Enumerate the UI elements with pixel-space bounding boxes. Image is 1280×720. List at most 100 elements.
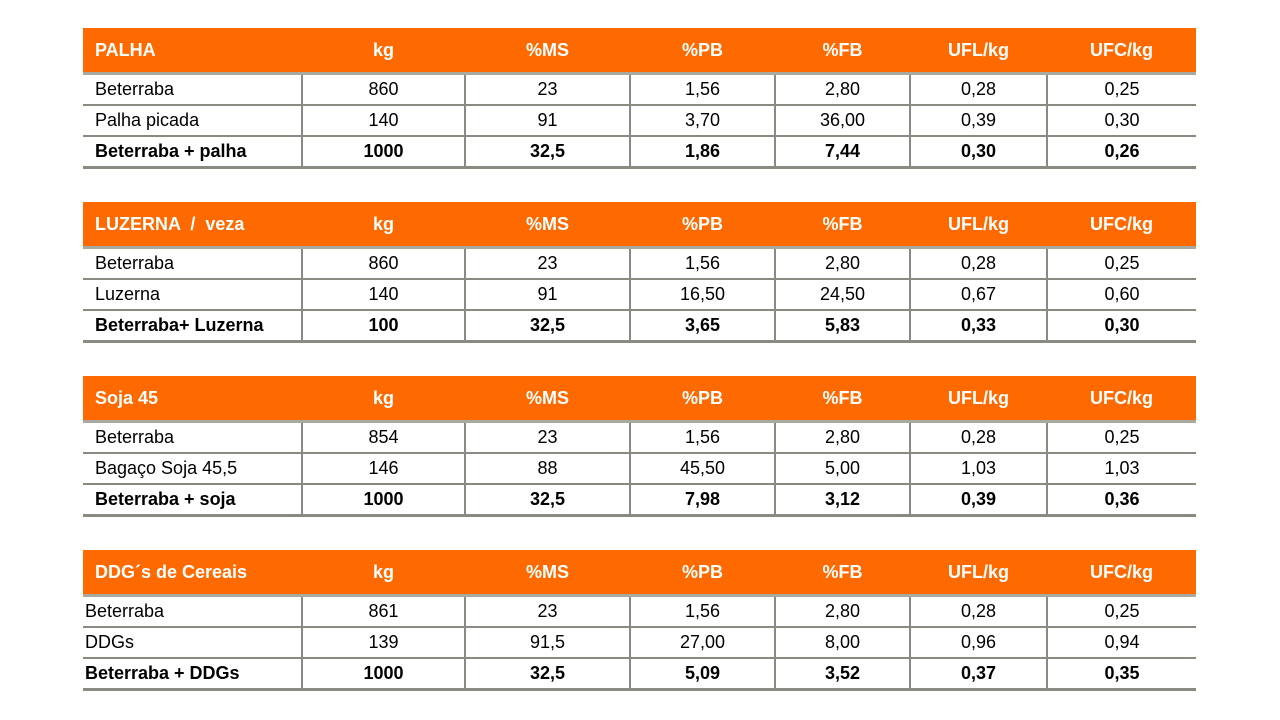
cell-ufc: 0,30 <box>1047 310 1196 343</box>
cell-pb: 3,65 <box>630 310 776 343</box>
cell-ufc: 0,94 <box>1047 627 1196 659</box>
cell-ms: 23 <box>465 595 631 628</box>
cell-kg: 140 <box>302 105 466 137</box>
column-header-ms: %MS <box>465 376 630 423</box>
table-row-total: Beterraba + soja 1000 32,5 7,98 3,12 0,3… <box>83 484 1196 517</box>
ration-table-luzerna: LUZERNA / veza kg %MS %PB %FB UFL/kg UFC… <box>83 202 1196 343</box>
cell-fb: 2,80 <box>775 595 911 628</box>
column-header-ufc: UFC/kg <box>1047 376 1196 423</box>
cell-ufl: 0,28 <box>910 73 1048 106</box>
cell-ms: 91 <box>465 279 631 311</box>
column-header-ms: %MS <box>465 202 630 249</box>
column-header-ufl: UFL/kg <box>910 376 1047 423</box>
table-row: Beterraba 860 23 1,56 2,80 0,28 0,25 <box>83 73 1196 106</box>
cell-ms: 91 <box>465 105 631 137</box>
cell-pb: 1,86 <box>630 136 776 169</box>
cell-ufc: 0,25 <box>1047 73 1196 106</box>
row-label: Beterraba+ Luzerna <box>83 310 303 343</box>
table-title: Soja 45 <box>83 376 302 423</box>
column-header-pb: %PB <box>630 28 775 75</box>
cell-ms: 32,5 <box>465 484 631 517</box>
column-header-fb: %FB <box>775 376 910 423</box>
cell-ufl: 0,28 <box>910 247 1048 280</box>
cell-pb: 1,56 <box>630 73 776 106</box>
cell-kg: 146 <box>302 453 466 485</box>
cell-ufc: 0,25 <box>1047 247 1196 280</box>
column-header-ufl: UFL/kg <box>910 550 1047 597</box>
cell-fb: 3,52 <box>775 658 911 691</box>
cell-ufl: 1,03 <box>910 453 1048 485</box>
cell-ms: 23 <box>465 247 631 280</box>
column-header-fb: %FB <box>775 550 910 597</box>
column-header-pb: %PB <box>630 202 775 249</box>
column-header-ms: %MS <box>465 28 630 75</box>
cell-pb: 1,56 <box>630 247 776 280</box>
table-row: Beterraba 861 23 1,56 2,80 0,28 0,25 <box>83 595 1196 628</box>
row-label: Beterraba + palha <box>83 136 303 169</box>
table-row: Luzerna 140 91 16,50 24,50 0,67 0,60 <box>83 279 1196 311</box>
cell-ufl: 0,96 <box>910 627 1048 659</box>
table-header-row: LUZERNA / veza kg %MS %PB %FB UFL/kg UFC… <box>83 202 1196 249</box>
cell-ufl: 0,39 <box>910 484 1048 517</box>
cell-fb: 3,12 <box>775 484 911 517</box>
cell-pb: 5,09 <box>630 658 776 691</box>
cell-ufc: 0,60 <box>1047 279 1196 311</box>
cell-ufc: 0,25 <box>1047 595 1196 628</box>
cell-fb: 7,44 <box>775 136 911 169</box>
table-header-row: Soja 45 kg %MS %PB %FB UFL/kg UFC/kg <box>83 376 1196 423</box>
cell-ms: 23 <box>465 73 631 106</box>
table-row: Palha picada 140 91 3,70 36,00 0,39 0,30 <box>83 105 1196 137</box>
column-header-ufl: UFL/kg <box>910 28 1047 75</box>
cell-fb: 5,83 <box>775 310 911 343</box>
table-header-row: DDG´s de Cereais kg %MS %PB %FB UFL/kg U… <box>83 550 1196 597</box>
table-row: Bagaço Soja 45,5 146 88 45,50 5,00 1,03 … <box>83 453 1196 485</box>
cell-kg: 854 <box>302 421 466 454</box>
cell-fb: 2,80 <box>775 73 911 106</box>
cell-fb: 36,00 <box>775 105 911 137</box>
cell-fb: 5,00 <box>775 453 911 485</box>
cell-ufl: 0,28 <box>910 595 1048 628</box>
cell-pb: 1,56 <box>630 595 776 628</box>
cell-ufc: 1,03 <box>1047 453 1196 485</box>
column-header-ms: %MS <box>465 550 630 597</box>
table-row: DDGs 139 91,5 27,00 8,00 0,96 0,94 <box>83 627 1196 659</box>
column-header-ufc: UFC/kg <box>1047 550 1196 597</box>
cell-ufl: 0,30 <box>910 136 1048 169</box>
cell-fb: 2,80 <box>775 421 911 454</box>
cell-kg: 140 <box>302 279 466 311</box>
row-label: Beterraba + DDGs <box>83 658 303 691</box>
cell-ms: 88 <box>465 453 631 485</box>
cell-ufl: 0,37 <box>910 658 1048 691</box>
column-header-pb: %PB <box>630 550 775 597</box>
cell-pb: 27,00 <box>630 627 776 659</box>
cell-kg: 1000 <box>302 136 466 169</box>
column-header-kg: kg <box>302 550 465 597</box>
cell-kg: 861 <box>302 595 466 628</box>
column-header-kg: kg <box>302 202 465 249</box>
cell-ufl: 0,39 <box>910 105 1048 137</box>
row-label: Beterraba <box>83 595 303 628</box>
row-label: Beterraba <box>83 247 303 280</box>
row-label: Bagaço Soja 45,5 <box>83 453 303 485</box>
cell-ms: 23 <box>465 421 631 454</box>
table-row-total: Beterraba+ Luzerna 100 32,5 3,65 5,83 0,… <box>83 310 1196 343</box>
cell-pb: 16,50 <box>630 279 776 311</box>
column-header-fb: %FB <box>775 28 910 75</box>
cell-kg: 860 <box>302 247 466 280</box>
column-header-ufl: UFL/kg <box>910 202 1047 249</box>
cell-ufc: 0,36 <box>1047 484 1196 517</box>
cell-ms: 91,5 <box>465 627 631 659</box>
cell-kg: 100 <box>302 310 466 343</box>
column-header-kg: kg <box>302 28 465 75</box>
table-row: Beterraba 860 23 1,56 2,80 0,28 0,25 <box>83 247 1196 280</box>
row-label: Beterraba + soja <box>83 484 303 517</box>
row-label: Luzerna <box>83 279 303 311</box>
cell-fb: 24,50 <box>775 279 911 311</box>
cell-fb: 8,00 <box>775 627 911 659</box>
table-title: PALHA <box>83 28 302 75</box>
cell-kg: 860 <box>302 73 466 106</box>
cell-pb: 1,56 <box>630 421 776 454</box>
cell-pb: 3,70 <box>630 105 776 137</box>
table-title: LUZERNA / veza <box>83 202 302 249</box>
row-label: DDGs <box>83 627 303 659</box>
